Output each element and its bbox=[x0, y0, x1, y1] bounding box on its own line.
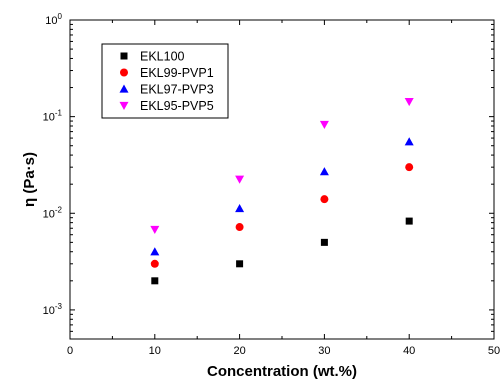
data-point-ekl99-pvp1 bbox=[320, 195, 329, 204]
x-tick-label: 0 bbox=[67, 345, 73, 357]
y-axis-label: η (Pa·s) bbox=[21, 152, 38, 207]
data-point-ekl97-pvp3 bbox=[404, 137, 414, 146]
y-tick-label: 10-3 bbox=[43, 302, 63, 317]
data-point-ekl99-pvp1 bbox=[150, 259, 159, 268]
data-point-ekl95-pvp5 bbox=[150, 225, 160, 234]
data-point-ekl97-pvp3 bbox=[150, 247, 160, 256]
x-tick-label: 20 bbox=[233, 345, 245, 357]
data-point-ekl95-pvp5 bbox=[235, 175, 245, 184]
data-point-ekl99-pvp1 bbox=[235, 223, 244, 232]
data-points bbox=[150, 98, 414, 285]
data-point-ekl100 bbox=[320, 238, 328, 246]
legend-entry: EKL99-PVP1 bbox=[140, 66, 214, 80]
y-tick-label: 10-2 bbox=[43, 205, 63, 220]
x-tick-label: 40 bbox=[403, 345, 415, 357]
x-tick-label: 10 bbox=[149, 345, 161, 357]
x-axis-label: Concentration (wt.%) bbox=[207, 363, 357, 380]
data-point-ekl100 bbox=[236, 260, 244, 268]
legend-marker bbox=[119, 84, 129, 93]
x-tick-label: 50 bbox=[488, 345, 500, 357]
legend-entry: EKL100 bbox=[140, 50, 185, 64]
data-point-ekl100 bbox=[151, 277, 159, 285]
legend-marker bbox=[120, 68, 128, 77]
legend-marker bbox=[120, 52, 128, 60]
legend: EKL100 EKL99-PVP1 EKL97-PVP3 EKL95-PVP5 bbox=[101, 43, 229, 119]
plot-axes: 0 10 20 30 40 50 10-3 10-2 10-1 100 bbox=[43, 12, 501, 357]
data-point-ekl95-pvp5 bbox=[404, 98, 414, 107]
legend-entry: EKL95-PVP5 bbox=[140, 99, 214, 113]
data-point-ekl100 bbox=[405, 217, 413, 225]
y-tick-label: 10-1 bbox=[43, 109, 63, 124]
data-point-ekl99-pvp1 bbox=[405, 163, 414, 172]
legend-marker bbox=[119, 101, 129, 110]
y-tick-label: 100 bbox=[45, 12, 62, 27]
data-point-ekl97-pvp3 bbox=[235, 204, 245, 213]
legend-entry: EKL97-PVP3 bbox=[140, 83, 214, 97]
data-point-ekl97-pvp3 bbox=[319, 167, 329, 176]
data-point-ekl95-pvp5 bbox=[319, 120, 329, 129]
x-tick-label: 30 bbox=[318, 345, 330, 357]
